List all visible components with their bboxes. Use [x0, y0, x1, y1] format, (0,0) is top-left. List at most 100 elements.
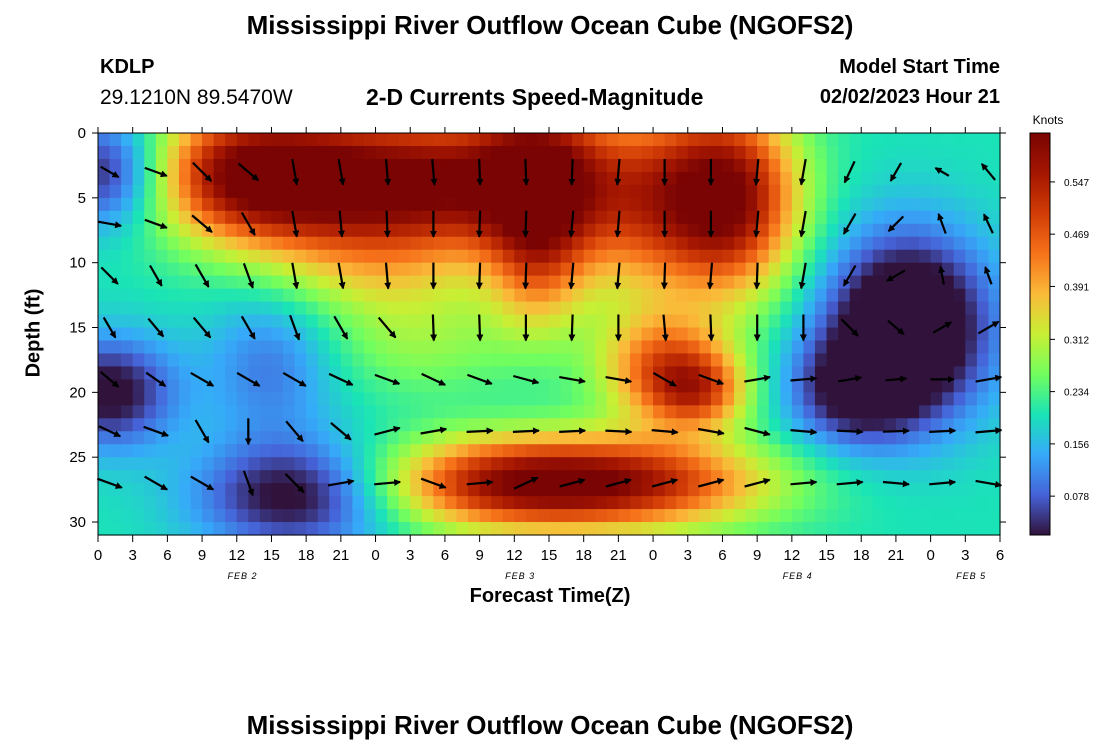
heatmap-cell — [410, 223, 423, 238]
heatmap-cell — [583, 210, 596, 225]
heatmap-cell — [132, 366, 145, 380]
heatmap-cell — [225, 223, 238, 238]
heatmap-cell — [410, 470, 423, 484]
heatmap-cell — [502, 366, 515, 380]
heatmap-cell — [861, 236, 874, 251]
heatmap-cell — [734, 275, 747, 290]
heatmap-cell — [329, 379, 342, 393]
heatmap-cell — [271, 509, 284, 523]
heatmap-cell — [676, 327, 689, 342]
heatmap-cell — [387, 301, 400, 316]
heatmap-cell — [549, 392, 562, 406]
heatmap-cell — [838, 301, 851, 316]
heatmap-cell — [629, 197, 643, 212]
heatmap-cell — [514, 509, 527, 523]
heatmap-cell — [271, 366, 284, 380]
heatmap-cell — [757, 483, 770, 497]
heatmap-cell — [491, 509, 504, 523]
heatmap-cell — [306, 327, 319, 342]
heatmap-cell — [248, 444, 261, 458]
heatmap-cell — [687, 197, 700, 212]
heatmap-cell — [791, 470, 805, 484]
heatmap-cell — [849, 249, 862, 264]
heatmap-cell — [236, 483, 249, 497]
heatmap-cell — [479, 522, 492, 536]
heatmap-cell — [225, 522, 238, 536]
heatmap-cell — [167, 288, 180, 303]
heatmap-cell — [525, 392, 539, 406]
heatmap-cell — [814, 133, 828, 147]
heatmap-cell — [363, 262, 377, 277]
heatmap-cell — [306, 145, 319, 160]
heatmap-cell — [537, 249, 550, 264]
heatmap-cell — [734, 314, 747, 329]
heatmap-cell — [699, 197, 712, 212]
heatmap-cell — [306, 262, 319, 277]
heatmap-cell — [595, 133, 608, 147]
heatmap-cell — [849, 431, 862, 445]
heatmap-cell — [919, 470, 932, 484]
heatmap-cell — [178, 184, 192, 199]
heatmap-cell — [283, 327, 296, 342]
heatmap-cell — [895, 197, 909, 212]
heatmap-cell — [826, 197, 839, 212]
heatmap-cell — [514, 444, 527, 458]
heatmap-cell — [248, 366, 261, 380]
current-vector-arrow — [568, 262, 576, 290]
heatmap-cell — [444, 301, 458, 316]
heatmap-cell — [329, 210, 342, 225]
heatmap-cell — [363, 210, 377, 225]
heatmap-cell — [861, 275, 874, 290]
heatmap-cell — [583, 379, 596, 393]
heatmap-cell — [676, 353, 689, 368]
heatmap-cell — [710, 509, 724, 523]
heatmap-cell — [352, 431, 365, 445]
heatmap-cell — [757, 314, 770, 329]
heatmap-cell — [583, 509, 596, 523]
heatmap-cell — [872, 275, 885, 290]
heatmap-cell — [849, 418, 862, 432]
heatmap-cell — [352, 210, 365, 225]
heatmap-cell — [444, 353, 458, 368]
heatmap-cell — [722, 236, 735, 251]
heatmap-cell — [907, 327, 920, 342]
current-vector-arrow — [568, 314, 576, 342]
heatmap-cell — [537, 509, 550, 523]
heatmap-cell — [872, 405, 885, 419]
heatmap-cell — [329, 288, 342, 303]
heatmap-cell — [583, 366, 596, 380]
heatmap-cell — [919, 340, 932, 355]
heatmap-cell — [953, 301, 966, 316]
heatmap-cell — [953, 392, 966, 406]
heatmap-cell — [618, 184, 631, 199]
current-vector-arrow — [467, 373, 493, 386]
heatmap-cell — [398, 275, 411, 290]
heatmap-cell — [271, 275, 284, 290]
heatmap-cell — [271, 431, 284, 445]
heatmap-cell — [872, 262, 885, 277]
heatmap-cell — [953, 522, 966, 536]
current-vector-arrow — [100, 266, 119, 285]
heatmap-cell — [803, 379, 816, 393]
heatmap-cell — [872, 392, 885, 406]
heatmap-cell — [167, 145, 180, 160]
heatmap-cell — [676, 457, 689, 471]
heatmap-cell — [167, 392, 180, 406]
heatmap-cell — [838, 353, 851, 368]
heatmap-cell — [525, 431, 539, 445]
heatmap-cell — [549, 327, 562, 342]
heatmap-cell — [121, 353, 134, 368]
heatmap-cell — [768, 301, 781, 316]
heatmap-cell — [421, 210, 434, 225]
heatmap-cell — [213, 197, 226, 212]
heatmap-cell — [745, 509, 758, 523]
heatmap-cell — [421, 418, 434, 432]
heatmap-cell — [259, 210, 273, 225]
heatmap-cell — [190, 184, 203, 199]
heatmap-cell — [98, 431, 111, 445]
heatmap-cell — [814, 197, 828, 212]
heatmap-cell — [525, 197, 539, 212]
heatmap-cell — [98, 249, 111, 264]
heatmap-cell — [583, 171, 596, 186]
heatmap-cell — [791, 236, 805, 251]
